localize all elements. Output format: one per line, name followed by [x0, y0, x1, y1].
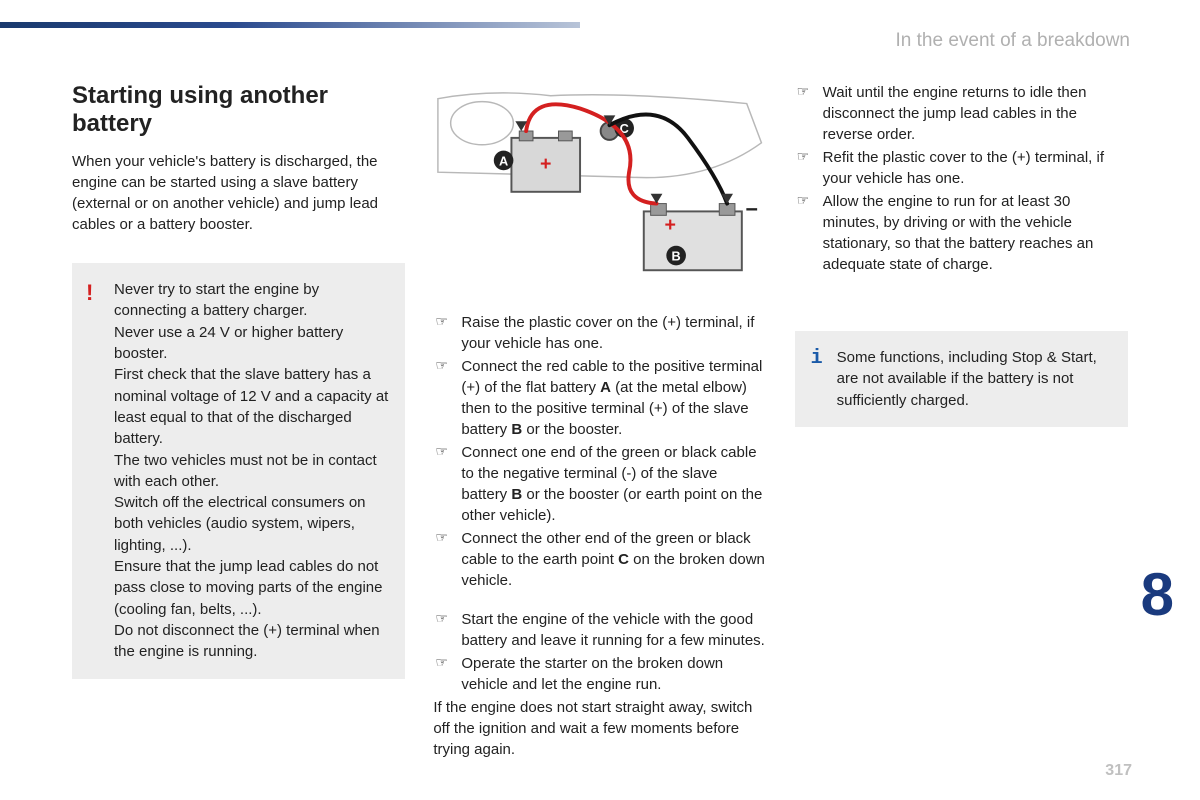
info-text: Some functions, including Stop & Start, … [837, 347, 1112, 411]
warning-box: ! Never try to start the engine by conne… [72, 263, 405, 678]
intro-paragraph: When your vehicle's battery is discharge… [72, 151, 405, 235]
step-item: Connect one end of the green or black ca… [433, 442, 766, 526]
info-box: i Some functions, including Stop & Start… [795, 331, 1128, 427]
step-item: Allow the engine to run for at least 30 … [795, 191, 1128, 275]
warning-icon: ! [86, 277, 93, 308]
minus-symbol: − [746, 196, 759, 221]
warning-line: First check that the slave battery has a… [114, 364, 389, 449]
diagram-label-a: A [499, 153, 508, 168]
step-item: Connect the red cable to the positive te… [433, 356, 766, 440]
step-item: Refit the plastic cover to the (+) termi… [795, 147, 1128, 189]
diagram-label-b: B [672, 248, 681, 263]
warning-line: Do not disconnect the (+) terminal when … [114, 620, 389, 663]
post-steps: Wait until the engine returns to idle th… [795, 82, 1128, 275]
step-item: Connect the other end of the green or bl… [433, 528, 766, 591]
column-right: Wait until the engine returns to idle th… [795, 82, 1128, 760]
page-content: Starting using another battery When your… [72, 82, 1128, 760]
warning-line: Never use a 24 V or higher battery boost… [114, 322, 389, 365]
warning-line: Ensure that the jump lead cables do not … [114, 556, 389, 620]
procedure-steps: Raise the plastic cover on the (+) termi… [433, 312, 766, 695]
plus-symbol: + [665, 214, 676, 236]
section-header: In the event of a breakdown [896, 30, 1131, 52]
header-accent-bar [0, 22, 580, 28]
step-item: Start the engine of the vehicle with the… [433, 609, 766, 651]
chapter-number: 8 [1141, 560, 1174, 629]
info-icon: i [811, 345, 823, 373]
warning-line: Never try to start the engine by connect… [114, 279, 389, 322]
plus-symbol: + [540, 153, 551, 175]
step-item: Raise the plastic cover on the (+) termi… [433, 312, 766, 354]
step-item: Operate the starter on the broken down v… [433, 653, 766, 695]
warning-line: Switch off the electrical consumers on b… [114, 492, 389, 556]
page-number: 317 [1105, 762, 1132, 780]
warning-line: The two vehicles must not be in contact … [114, 450, 389, 493]
jump-start-diagram: + A C + − B [433, 82, 766, 282]
step-item: Wait until the engine returns to idle th… [795, 82, 1128, 145]
column-middle: + A C + − B Raise th [433, 82, 766, 760]
page-title: Starting using another battery [72, 82, 405, 137]
step-note: If the engine does not start straight aw… [433, 697, 766, 760]
column-left: Starting using another battery When your… [72, 82, 405, 760]
